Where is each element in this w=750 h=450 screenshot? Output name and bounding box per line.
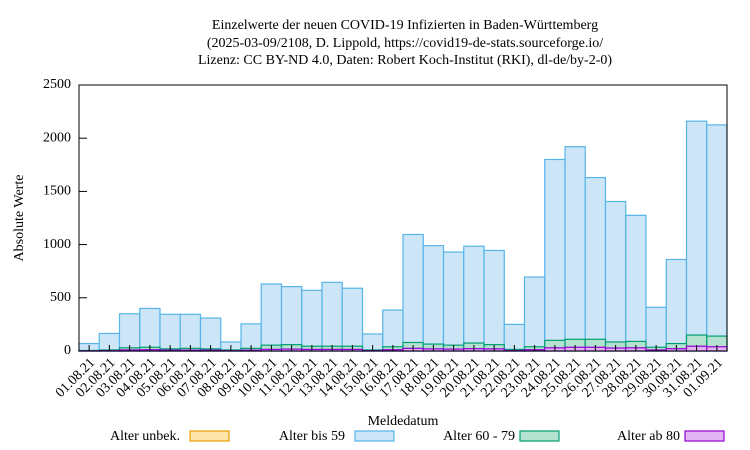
bar [341,287,364,352]
bar [706,124,728,352]
y-tick-label: 0 [64,343,71,358]
legend-label: Alter 60 - 79 [443,429,515,444]
y-tick-label: 1500 [43,184,71,199]
bar [463,245,485,352]
chart-title: Einzelwerte der neuen COVID-19 Infiziert… [212,18,598,33]
legend-label: Alter bis 59 [279,429,345,444]
legend-label: Alter ab 80 [617,429,680,444]
bar [321,281,343,352]
bar [665,258,688,352]
bar [139,307,161,352]
bar [645,306,667,352]
bar [483,249,505,352]
chart-title: (2025-03-09/2108, D. Lippold, https://co… [207,36,603,51]
y-tick-label: 2000 [43,130,71,145]
legend-swatch [354,430,395,442]
bar [564,146,586,352]
chart-title: Lizenz: CC BY-ND 4.0, Daten: Robert Koch… [198,53,612,68]
bar [402,233,424,352]
bar [382,309,404,352]
bar [442,251,465,352]
y-tick-label: 500 [50,290,71,305]
bar [422,245,445,352]
bar [260,283,283,352]
bar [301,289,323,352]
legend-swatch [684,430,725,442]
bar [625,214,647,352]
plot-frame [78,84,728,352]
bar [280,286,303,352]
x-axis-label: Meldedatum [368,414,439,429]
y-tick-label: 1000 [43,237,71,252]
bar [685,120,708,352]
bar [604,200,627,352]
legend-label: Alter unbek. [110,429,180,444]
legend-swatch [189,430,230,442]
y-axis-label: Absolute Werte [12,175,27,262]
y-tick-label: 2500 [43,77,71,92]
bar [523,276,546,352]
bar [544,158,566,352]
bar [584,176,607,352]
legend-swatch [519,430,560,442]
